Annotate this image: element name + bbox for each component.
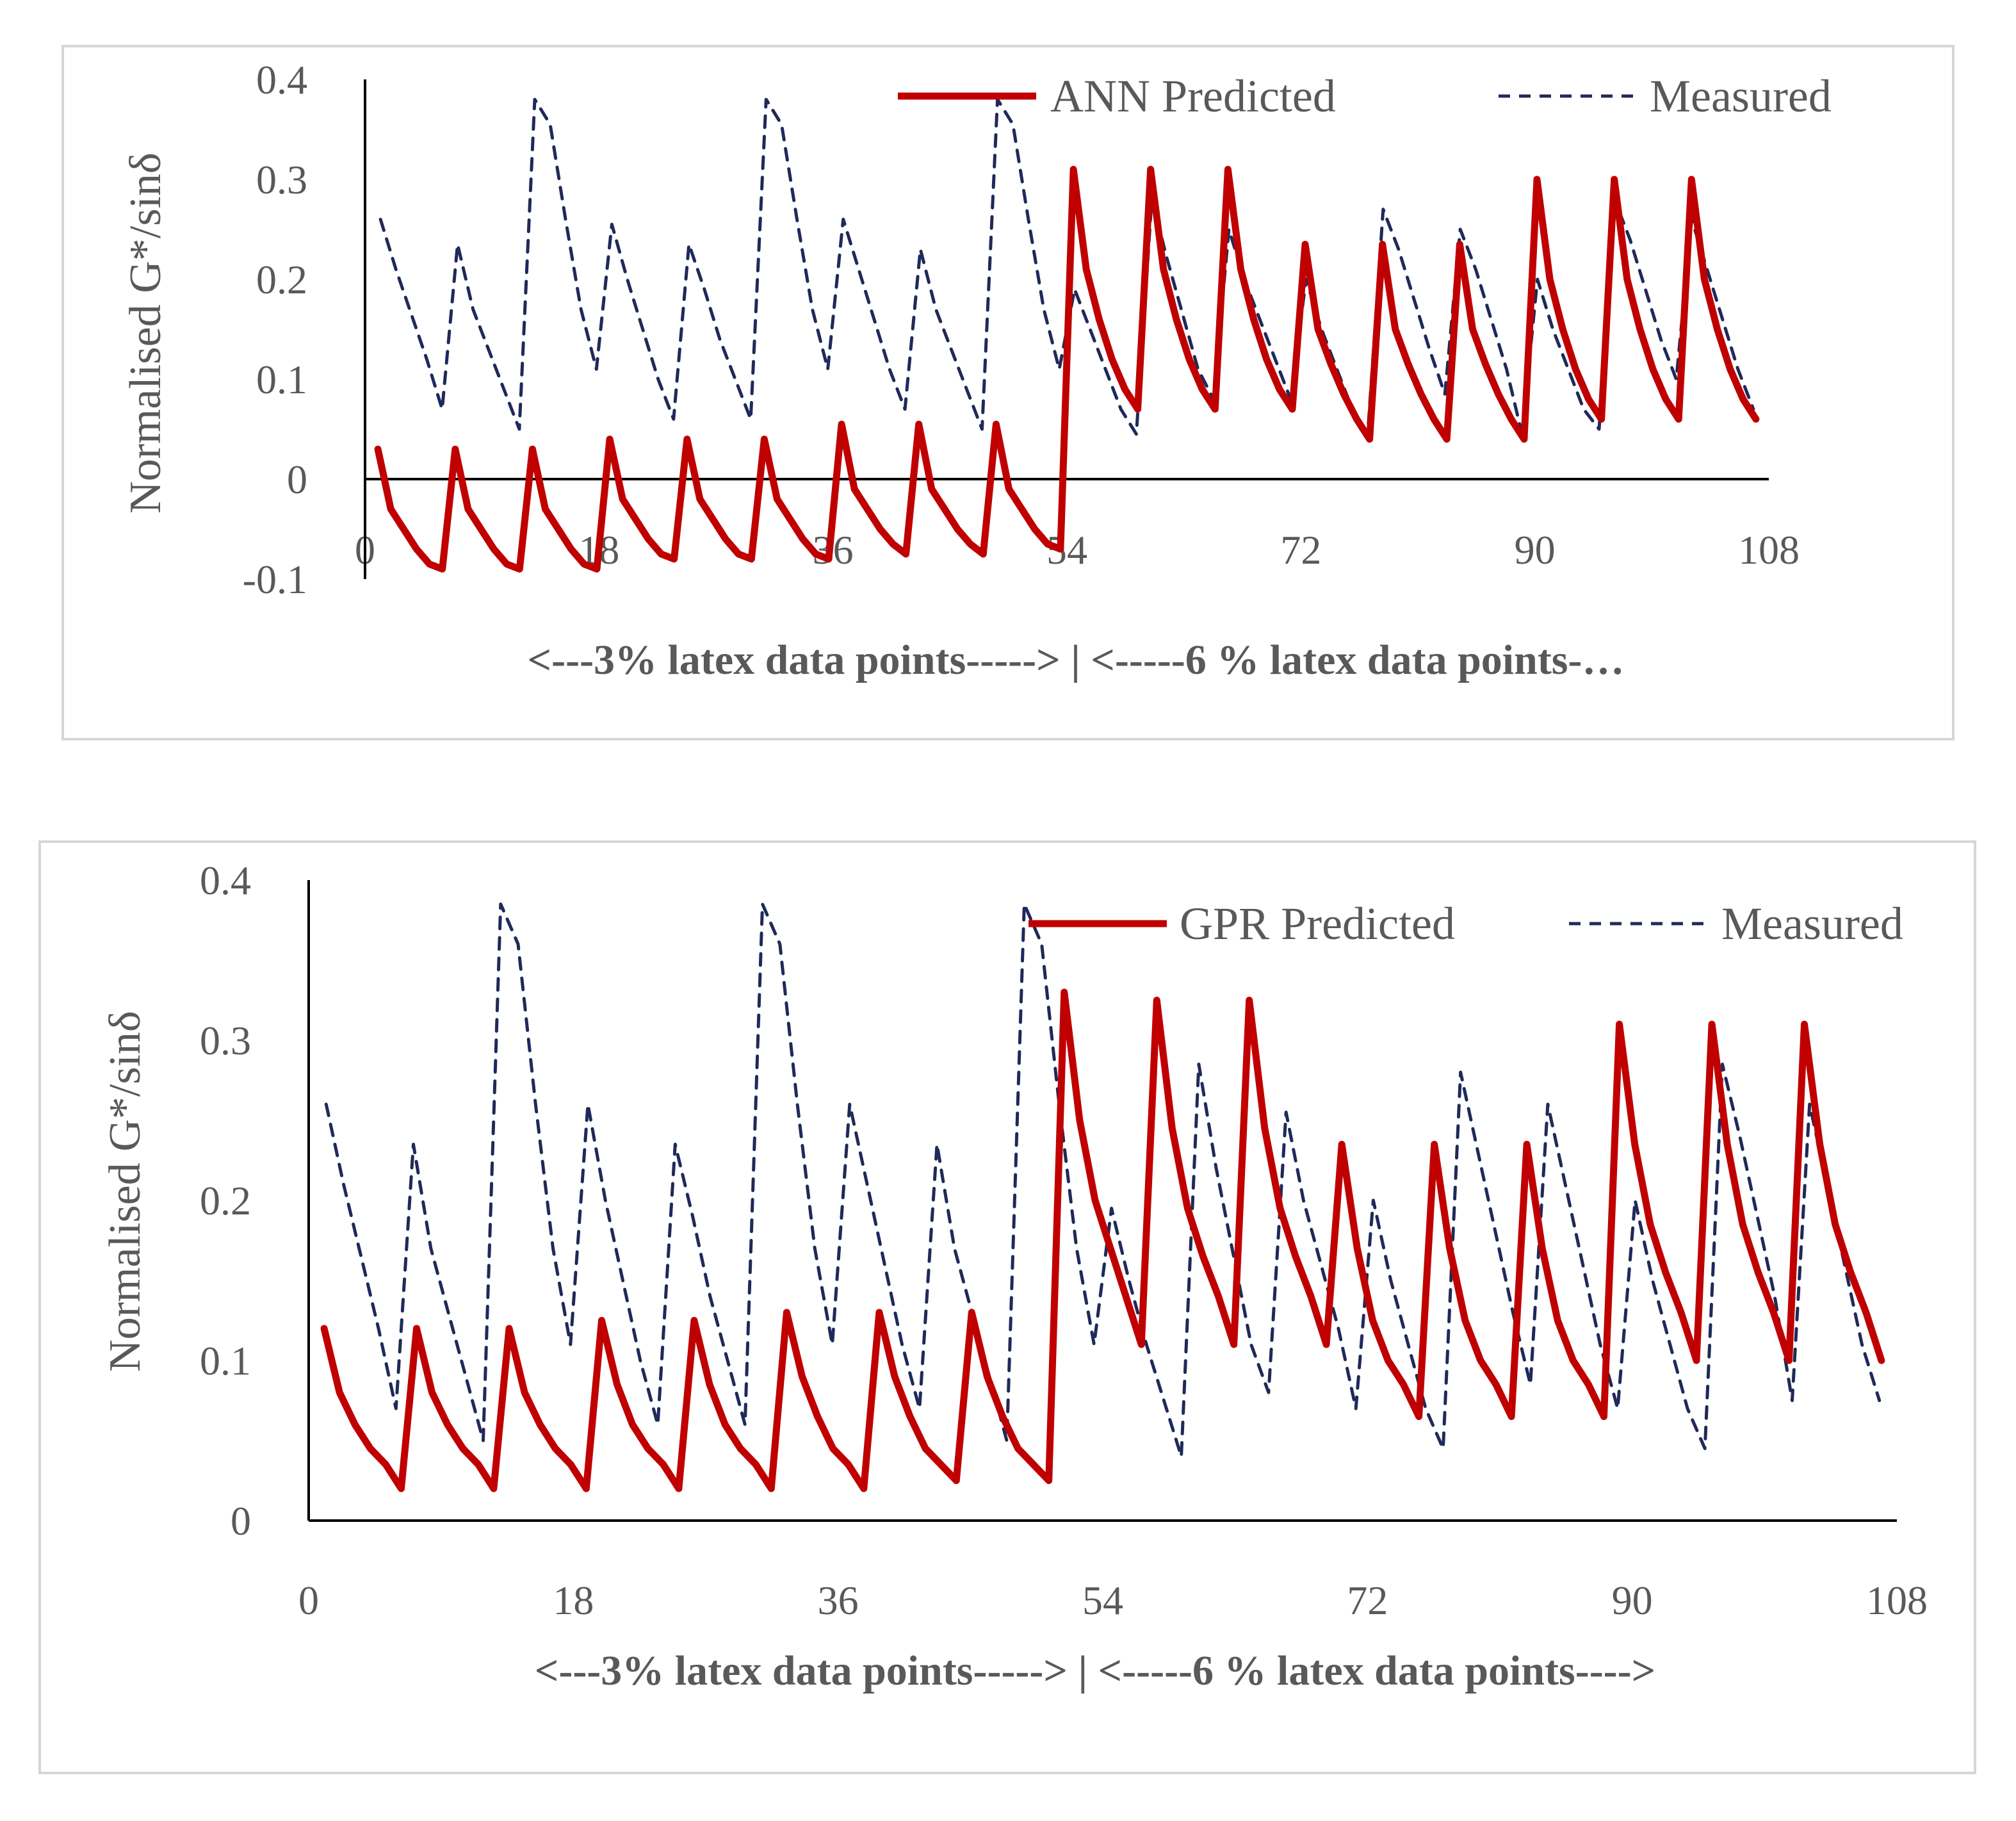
chart-1-y-tick-label: 0.3	[256, 157, 307, 202]
chart-1-x-tick-label: 54	[1046, 527, 1087, 573]
chart-2-x-axis-title: <---3% latex data points-----> | <-----6…	[535, 1647, 1656, 1694]
chart-2-y-tick-label: 0.2	[200, 1178, 251, 1223]
chart-2-measured-series-line	[324, 902, 1882, 1458]
chart-1-legend-measured-label: Measured	[1650, 70, 1832, 122]
chart-2-x-tick-label: 90	[1612, 1578, 1653, 1623]
chart-1-x-tick-label: 90	[1515, 527, 1556, 573]
chart-1-y-tick-label: 0.4	[256, 57, 307, 102]
chart-2-x-tick-label: 54	[1082, 1578, 1123, 1623]
chart-2-x-tick-label: 0	[298, 1578, 319, 1623]
chart-1-measured-series-line	[378, 97, 1755, 436]
chart-2-y-tick-label: 0	[231, 1498, 251, 1544]
chart-1-y-tick-label: 0.1	[256, 357, 307, 402]
chart-1-y-tick-label: -0.1	[243, 557, 307, 602]
gpr-chart-panel	[38, 840, 1976, 1774]
chart-1-x-tick-label: 108	[1738, 527, 1800, 573]
chart-2-x-tick-label: 108	[1866, 1578, 1928, 1623]
chart-2-x-tick-label: 72	[1347, 1578, 1388, 1623]
chart-1-y-tick-label: 0.2	[256, 257, 307, 302]
chart-2-y-tick-label: 0.4	[200, 858, 251, 903]
chart-2-x-tick-label: 18	[553, 1578, 594, 1623]
ann-chart-panel	[61, 45, 1955, 740]
chart-2-y-axis-title: Normalised G*/sinδ	[101, 1011, 150, 1372]
chart-2-x-tick-label: 36	[818, 1578, 859, 1623]
chart-1-y-axis-title: Normalised G*/sinδ	[121, 152, 170, 514]
chart-1-legend-predicted-label: ANN Predicted	[1050, 70, 1336, 122]
chart-1-y-tick-label: 0	[287, 457, 307, 502]
chart-1-predicted-series-line	[374, 165, 1760, 573]
chart-2-y-tick-label: 0.3	[200, 1018, 251, 1063]
chart-1-x-tick-label: 72	[1280, 527, 1321, 573]
chart-1-x-axis-title: <---3% latex data points-----> | <-----6…	[528, 637, 1625, 683]
chart-2-predicted-series-line	[320, 988, 1885, 1492]
chart-2-legend-predicted-label: GPR Predicted	[1180, 898, 1455, 949]
chart-2-y-tick-label: 0.1	[200, 1338, 251, 1384]
chart-2-legend-measured-label: Measured	[1721, 898, 1903, 949]
